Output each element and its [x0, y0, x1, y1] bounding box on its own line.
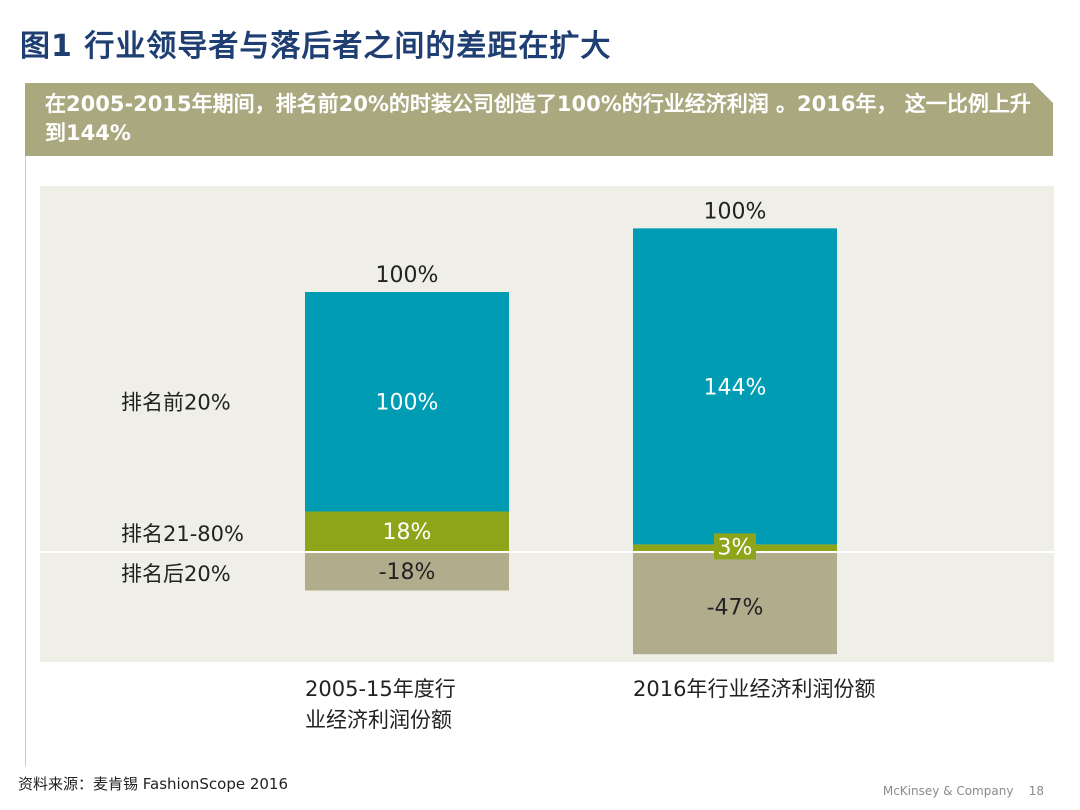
- category-label: 业经济利润份额: [305, 708, 452, 732]
- label-mid: 18%: [383, 520, 432, 545]
- total-label: 100%: [376, 263, 439, 288]
- key-message-banner: 在2005-2015年期间，排名前20%的时装公司创造了100%的行业经济利润 …: [25, 83, 1053, 156]
- series-label-top20: 排名前20%: [121, 391, 231, 415]
- label-mid-box: [714, 533, 756, 560]
- bar-bottom20: [633, 551, 837, 655]
- source-note: 资料来源：麦肯锡 FashionScope 2016: [18, 775, 289, 793]
- total-label: 100%: [704, 199, 767, 224]
- label-bottom20: -18%: [379, 560, 436, 585]
- bar-bottom20: [305, 551, 509, 591]
- bar-mid: [305, 511, 509, 551]
- bar-top20: [305, 292, 509, 512]
- key-message-text: 在2005-2015年期间，排名前20%的时装公司创造了100%的行业经济利润 …: [45, 92, 1031, 145]
- page-footer: McKinsey & Company 18: [883, 784, 1044, 798]
- series-label-mid: 排名21-80%: [121, 522, 244, 546]
- page-title: 图1 行业领导者与落后者之间的差距在扩大: [20, 29, 612, 64]
- bar-top20: [633, 228, 837, 545]
- page-number: 18: [1028, 784, 1044, 798]
- left-divider: [25, 156, 26, 766]
- plot-area-positive: [40, 186, 1054, 551]
- category-label: 2005-15年度行: [305, 677, 456, 701]
- series-label-bottom20: 排名后20%: [121, 562, 231, 586]
- label-top20: 144%: [704, 375, 767, 400]
- plot-area-negative: [40, 553, 1054, 662]
- label-bottom20: -47%: [707, 596, 764, 621]
- footer-company: McKinsey & Company: [882, 784, 1014, 798]
- label-mid: 3%: [718, 535, 753, 560]
- category-label: 2016年行业经济利润份额: [633, 677, 875, 701]
- label-top20: 100%: [376, 391, 439, 416]
